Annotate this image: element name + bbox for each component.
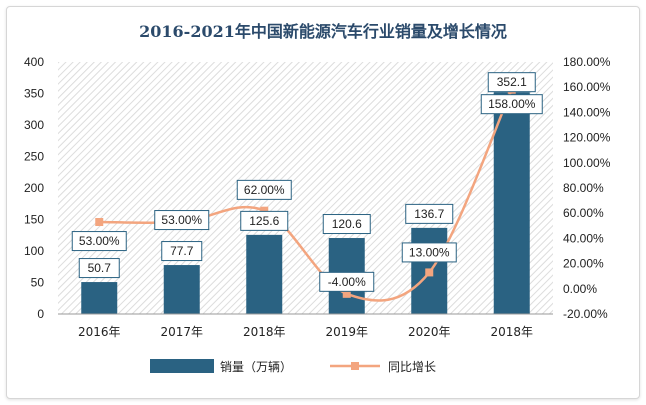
bar-value-label: 352.1 [497, 75, 527, 89]
growth-value-label-box [71, 231, 127, 252]
bar-value-label-box [487, 72, 536, 93]
legend-line-marker [351, 362, 359, 370]
y-tick-label: 250 [24, 150, 44, 164]
line-point [425, 268, 434, 277]
bar-value-label: 50.7 [88, 261, 112, 275]
growth-value-label: 13.00% [409, 245, 450, 259]
x-tick-label: 2018年 [490, 325, 533, 339]
growth-value-label-box [319, 271, 375, 292]
y2-tick-label: 100.00% [563, 156, 611, 170]
y2-tick-label: 20.00% [563, 257, 604, 271]
bar-value-label: 77.7 [170, 244, 194, 258]
plot-background [58, 62, 553, 314]
y2-tick-label: 40.00% [563, 231, 604, 245]
line-point [260, 206, 269, 215]
growth-value-label: 62.00% [244, 183, 285, 197]
bar-value-label: 125.6 [249, 214, 279, 228]
growth-value-label-box [154, 210, 210, 231]
bar-value-label-box [161, 241, 203, 262]
y2-tick-label: 80.00% [563, 181, 604, 195]
growth-value-label-box [236, 179, 292, 200]
y-tick-label: 150 [24, 213, 44, 227]
x-tick-label: 2018年 [243, 325, 286, 339]
legend-bar-swatch [150, 359, 214, 373]
x-tick-label: 2017年 [160, 325, 203, 339]
growth-value-label: -4.00% [328, 275, 366, 289]
bar-value-label: 136.7 [414, 207, 444, 221]
x-tick-label: 2019年 [325, 325, 368, 339]
y-tick-label: 200 [24, 181, 44, 195]
y-tick-label: 100 [24, 244, 44, 258]
x-tick-label: 2020年 [408, 325, 451, 339]
y2-tick-label: 160.00% [563, 80, 611, 94]
bar-value-label-box [322, 214, 371, 235]
growth-value-label: 158.00% [488, 97, 536, 111]
bar-value-label-box [240, 210, 289, 231]
y2-tick-label: 60.00% [563, 206, 604, 220]
line-point [342, 289, 351, 298]
chart-title: 2016-2021年中国新能源汽车行业销量及增长情况 [139, 22, 507, 41]
legend-line-label: 同比增长 [388, 360, 436, 374]
bar [246, 234, 283, 314]
y-tick-label: 400 [24, 55, 44, 69]
y-tick-label: 50 [31, 276, 45, 290]
bar-value-label-box [405, 203, 454, 224]
bar [163, 265, 200, 314]
growth-value-label-box [480, 94, 543, 115]
bar [81, 282, 118, 314]
line-point [95, 218, 104, 227]
bar-value-label: 120.6 [332, 217, 362, 231]
y2-tick-label: 140.00% [563, 105, 611, 119]
bar-value-label-box [78, 258, 120, 279]
y2-tick-label: 120.00% [563, 131, 611, 145]
y2-tick-label: -20.00% [563, 307, 608, 321]
growth-value-label: 53.00% [79, 234, 120, 248]
growth-value-label-box [401, 242, 457, 263]
y-tick-label: 300 [24, 118, 44, 132]
y-tick-label: 0 [37, 307, 44, 321]
y2-tick-label: 180.00% [563, 55, 611, 69]
growth-value-label: 53.00% [161, 213, 202, 227]
y-tick-label: 350 [24, 87, 44, 101]
legend-bar-label: 销量（万辆） [220, 360, 292, 374]
x-tick-label: 2016年 [78, 325, 121, 339]
y2-tick-label: 0.00% [563, 282, 597, 296]
bar [493, 92, 530, 314]
